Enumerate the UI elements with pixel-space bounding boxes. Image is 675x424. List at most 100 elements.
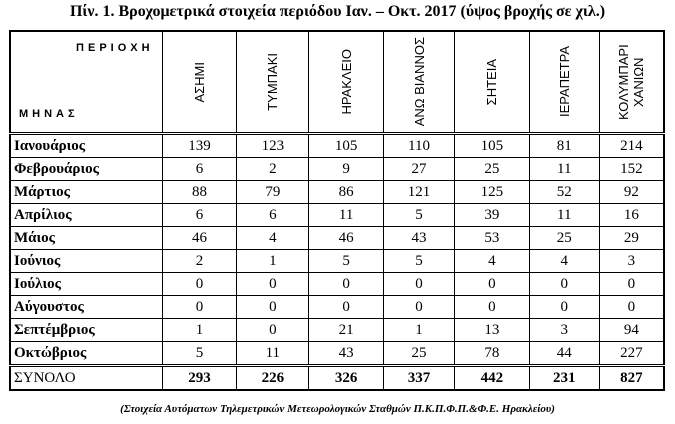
- cell: 0: [383, 295, 455, 319]
- cell: 1: [161, 318, 238, 342]
- column-label: ΑΝΩ ΒΙΑΝΝΟΣ: [411, 37, 427, 127]
- cell: 46: [161, 226, 238, 250]
- cell: 53: [453, 226, 530, 250]
- cell: 43: [383, 226, 455, 250]
- cell: 25: [383, 341, 455, 366]
- cell: 226: [236, 365, 310, 391]
- cell: 827: [598, 365, 665, 391]
- cell: 39: [453, 203, 530, 227]
- header-row: ΠΕΡΙΟΧΗ ΜΗΝΑΣ ΑΣΗΜΙ ΤΥΜΠΑΚΙ ΗΡΑΚΛΕΙΟ ΑΝΩ ΒΙ…: [9, 30, 665, 134]
- cell: 5: [161, 341, 238, 366]
- cell: 0: [161, 295, 238, 319]
- cell: 0: [528, 272, 600, 296]
- column-header: ΚΟΛΥΜΠΑΡΙ ΧΑΝΙΩΝ: [598, 30, 665, 134]
- cell: 293: [161, 365, 238, 391]
- cell: 46: [308, 226, 385, 250]
- table-body: Ιανουάριος 139 123 105 110 105 81 214 Φεβρουάριο…: [9, 133, 665, 391]
- cell: 442: [453, 365, 530, 391]
- cell: 1: [383, 318, 455, 342]
- column-header: ΑΣΗΜΙ: [161, 30, 238, 134]
- cell: 231: [528, 365, 600, 391]
- row-label: Μάιος: [9, 226, 163, 250]
- corner-cell: ΠΕΡΙΟΧΗ ΜΗΝΑΣ: [9, 30, 163, 134]
- cell: 123: [236, 133, 310, 158]
- column-header: ΑΝΩ ΒΙΑΝΝΟΣ: [383, 30, 455, 134]
- cell: 121: [383, 180, 455, 204]
- cell: 337: [383, 365, 455, 391]
- table-row: Αύγουστος 0 0 0 0 0 0 0: [9, 295, 665, 319]
- cell: 0: [308, 272, 385, 296]
- row-label: Αύγουστος: [9, 295, 163, 319]
- row-label: Σεπτέμβριος: [9, 318, 163, 342]
- cell: 11: [528, 203, 600, 227]
- cell: 5: [383, 203, 455, 227]
- column-header: ΤΥΜΠΑΚΙ: [236, 30, 310, 134]
- cell: 86: [308, 180, 385, 204]
- cell: 9: [308, 157, 385, 181]
- column-label: ΙΕΡΑΠΕΤΡΑ: [556, 46, 572, 118]
- cell: 25: [528, 226, 600, 250]
- row-label: Απρίλιος: [9, 203, 163, 227]
- cell: 110: [383, 133, 455, 158]
- title: Πίν. 1. Βροχομετρικά στοιχεία περιόδου Ι…: [69, 3, 606, 20]
- row-label: Ιούλιος: [9, 272, 163, 296]
- cell: 4: [236, 226, 310, 250]
- cell: 21: [308, 318, 385, 342]
- cell: 0: [236, 272, 310, 296]
- cell: 0: [236, 318, 310, 342]
- cell: 2: [161, 249, 238, 273]
- cell: 214: [598, 133, 665, 158]
- cell: 3: [598, 249, 665, 273]
- row-label: ΣΥΝΟΛΟ: [9, 365, 163, 391]
- column-label: ΤΥΜΠΑΚΙ: [265, 53, 281, 111]
- cell: 11: [528, 157, 600, 181]
- row-label: Οκτώβριος: [9, 341, 163, 366]
- cell: 0: [308, 295, 385, 319]
- column-label: ΑΣΗΜΙ: [191, 61, 207, 103]
- cell: 4: [453, 249, 530, 273]
- cell: 94: [598, 318, 665, 342]
- cell: 0: [453, 295, 530, 319]
- cell: 1: [236, 249, 310, 273]
- cell: 92: [598, 180, 665, 204]
- cell: 105: [453, 133, 530, 158]
- table-row: Φεβρουάριος 6 2 9 27 25 11 152: [9, 157, 665, 181]
- row-label: Μάρτιος: [9, 180, 163, 204]
- row-label: Ιούνιος: [9, 249, 163, 273]
- table-row: Μάιος 46 4 46 43 53 25 29: [9, 226, 665, 250]
- row-label: Φεβρουάριος: [9, 157, 163, 181]
- column-header: ΙΕΡΑΠΕΤΡΑ: [528, 30, 600, 134]
- row-label: Ιανουάριος: [9, 133, 163, 158]
- cell: 79: [236, 180, 310, 204]
- cell: 29: [598, 226, 665, 250]
- table-row: Ιανουάριος 139 123 105 110 105 81 214: [9, 133, 665, 158]
- cell: 227: [598, 341, 665, 366]
- corner-top: ΠΕΡΙΟΧΗ: [76, 42, 154, 54]
- cell: 326: [308, 365, 385, 391]
- cell: 3: [528, 318, 600, 342]
- cell: 78: [453, 341, 530, 366]
- cell: 27: [383, 157, 455, 181]
- cell: 6: [236, 203, 310, 227]
- cell: 0: [383, 272, 455, 296]
- cell: 0: [598, 272, 665, 296]
- cell: 0: [598, 295, 665, 319]
- cell: 139: [161, 133, 238, 158]
- cell: 81: [528, 133, 600, 158]
- cell: 6: [161, 203, 238, 227]
- cell: 11: [236, 341, 310, 366]
- column-header: ΣΗΤΕΙΑ: [453, 30, 530, 134]
- cell: 0: [453, 272, 530, 296]
- cell: 0: [528, 295, 600, 319]
- column-label: ΗΡΑΚΛΕΙΟ: [338, 49, 354, 115]
- cell: 88: [161, 180, 238, 204]
- cell: 5: [383, 249, 455, 273]
- cell: 16: [598, 203, 665, 227]
- table-row: ΣΥΝΟΛΟ 293 226 326 337 442 231 827: [9, 365, 665, 391]
- cell: 4: [528, 249, 600, 273]
- cell: 5: [308, 249, 385, 273]
- cell: 13: [453, 318, 530, 342]
- column-label: ΣΗΤΕΙΑ: [484, 58, 500, 106]
- table-row: Μάρτιος 88 79 86 121 125 52 92: [9, 180, 665, 204]
